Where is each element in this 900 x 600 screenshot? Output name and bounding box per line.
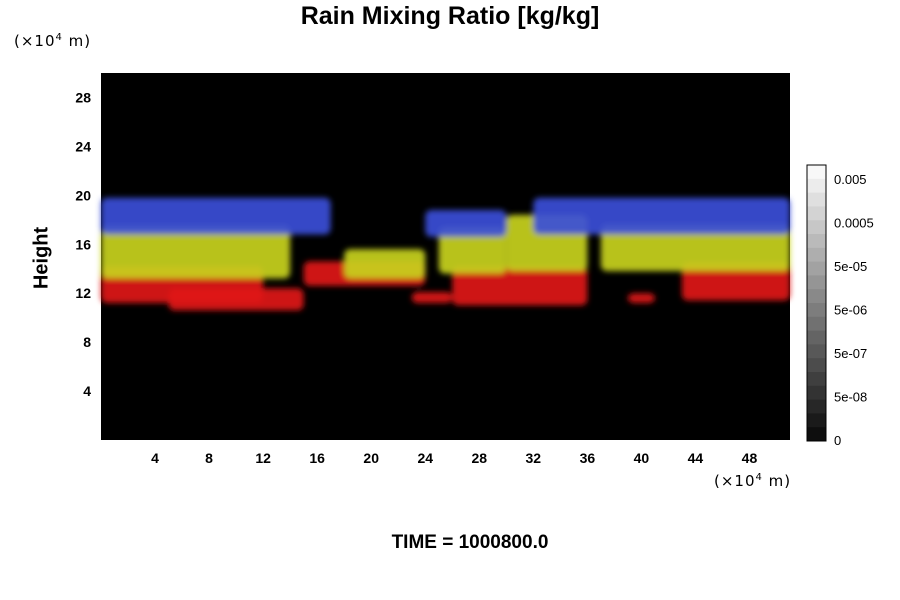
colorbar-segment xyxy=(807,399,826,414)
colorbar-segment xyxy=(807,234,826,249)
y-axis-unit: (×104 m) xyxy=(14,32,92,50)
colorbar-label: 5e-08 xyxy=(834,390,867,405)
colorbar-segment xyxy=(807,316,826,331)
colorbar-frame xyxy=(806,164,827,442)
y-tick-label: 20 xyxy=(75,187,91,203)
colorbar-label: 0 xyxy=(834,433,841,448)
colorbar-label: 0.005 xyxy=(834,172,867,187)
colorbar-segment xyxy=(807,206,826,221)
colorbar-segment xyxy=(807,303,826,318)
colorbar-segment xyxy=(807,247,826,262)
blue-band-0 xyxy=(101,197,331,235)
x-tick-label: 20 xyxy=(363,450,379,466)
colorbar-segment xyxy=(807,275,826,290)
chart-title: Rain Mixing Ratio [kg/kg] xyxy=(300,2,600,30)
colorbar: 0.005 0.0005 5e-05 5e-06 5e-07 5e-08 0 xyxy=(806,164,874,448)
y-tick-label: 24 xyxy=(75,138,91,154)
y-tick-label: 8 xyxy=(83,334,91,350)
colorbar-segment xyxy=(807,330,826,345)
colorbar-segment xyxy=(807,372,826,387)
colorbar-segment xyxy=(807,358,826,373)
colorbar-segment xyxy=(807,427,826,442)
red-band-5 xyxy=(627,293,655,303)
time-label: TIME = 1000800.0 xyxy=(391,532,549,553)
y-tick-label: 4 xyxy=(83,383,91,399)
yellow-band-2 xyxy=(438,227,507,274)
colorbar-segment xyxy=(807,178,826,193)
x-axis-unit: (×104 m) xyxy=(714,472,792,490)
blue-band-1 xyxy=(425,210,507,237)
colorbar-segment xyxy=(807,192,826,207)
x-ticks: 4 8 12 16 20 24 28 32 36 40 44 48 xyxy=(151,450,757,466)
data-layers xyxy=(101,197,790,311)
x-tick-label: 44 xyxy=(688,450,704,466)
colorbar-segment xyxy=(807,220,826,235)
yellow-band-4 xyxy=(600,224,790,272)
colorbar-label: 5e-05 xyxy=(834,259,867,274)
colorbar-segment xyxy=(807,344,826,359)
y-ticks: 4 8 12 16 20 24 28 xyxy=(75,89,91,399)
y-tick-label: 16 xyxy=(75,236,91,252)
x-tick-label: 8 xyxy=(205,450,213,466)
colorbar-label: 5e-07 xyxy=(834,346,867,361)
y-tick-label: 12 xyxy=(75,285,91,301)
x-tick-label: 28 xyxy=(471,450,487,466)
x-tick-label: 32 xyxy=(526,450,542,466)
y-tick-label: 28 xyxy=(75,89,91,105)
colorbar-segment xyxy=(807,385,826,400)
red-band-4 xyxy=(452,266,588,306)
red-band-1 xyxy=(168,288,304,311)
x-tick-label: 24 xyxy=(417,450,433,466)
colorbar-segment xyxy=(807,165,826,180)
x-tick-label: 4 xyxy=(151,450,159,466)
x-tick-label: 16 xyxy=(309,450,325,466)
x-tick-label: 40 xyxy=(634,450,650,466)
colorbar-segment xyxy=(807,289,826,304)
colorbar-segment xyxy=(807,413,826,428)
red-band-6 xyxy=(681,262,790,301)
x-tick-label: 12 xyxy=(255,450,271,466)
colorbar-segment xyxy=(807,261,826,276)
x-tick-label: 36 xyxy=(580,450,596,466)
yellow-band-0 xyxy=(101,225,291,279)
red-band-3 xyxy=(411,291,453,303)
x-tick-label: 48 xyxy=(742,450,758,466)
yellow-band-1 xyxy=(344,249,426,279)
blue-band-2 xyxy=(533,197,790,235)
colorbar-label: 0.0005 xyxy=(834,216,874,231)
colorbar-label: 5e-06 xyxy=(834,303,867,318)
